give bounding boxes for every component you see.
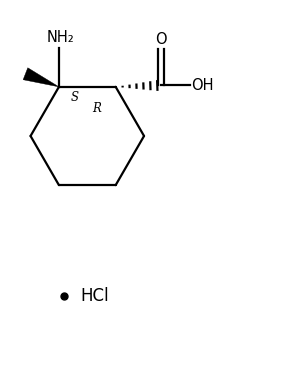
Text: S: S (71, 91, 79, 105)
Text: HCl: HCl (80, 287, 109, 305)
Text: NH₂: NH₂ (47, 30, 74, 45)
Text: OH: OH (191, 78, 213, 93)
Polygon shape (23, 68, 59, 87)
Text: O: O (155, 32, 166, 47)
Text: R: R (92, 102, 101, 115)
